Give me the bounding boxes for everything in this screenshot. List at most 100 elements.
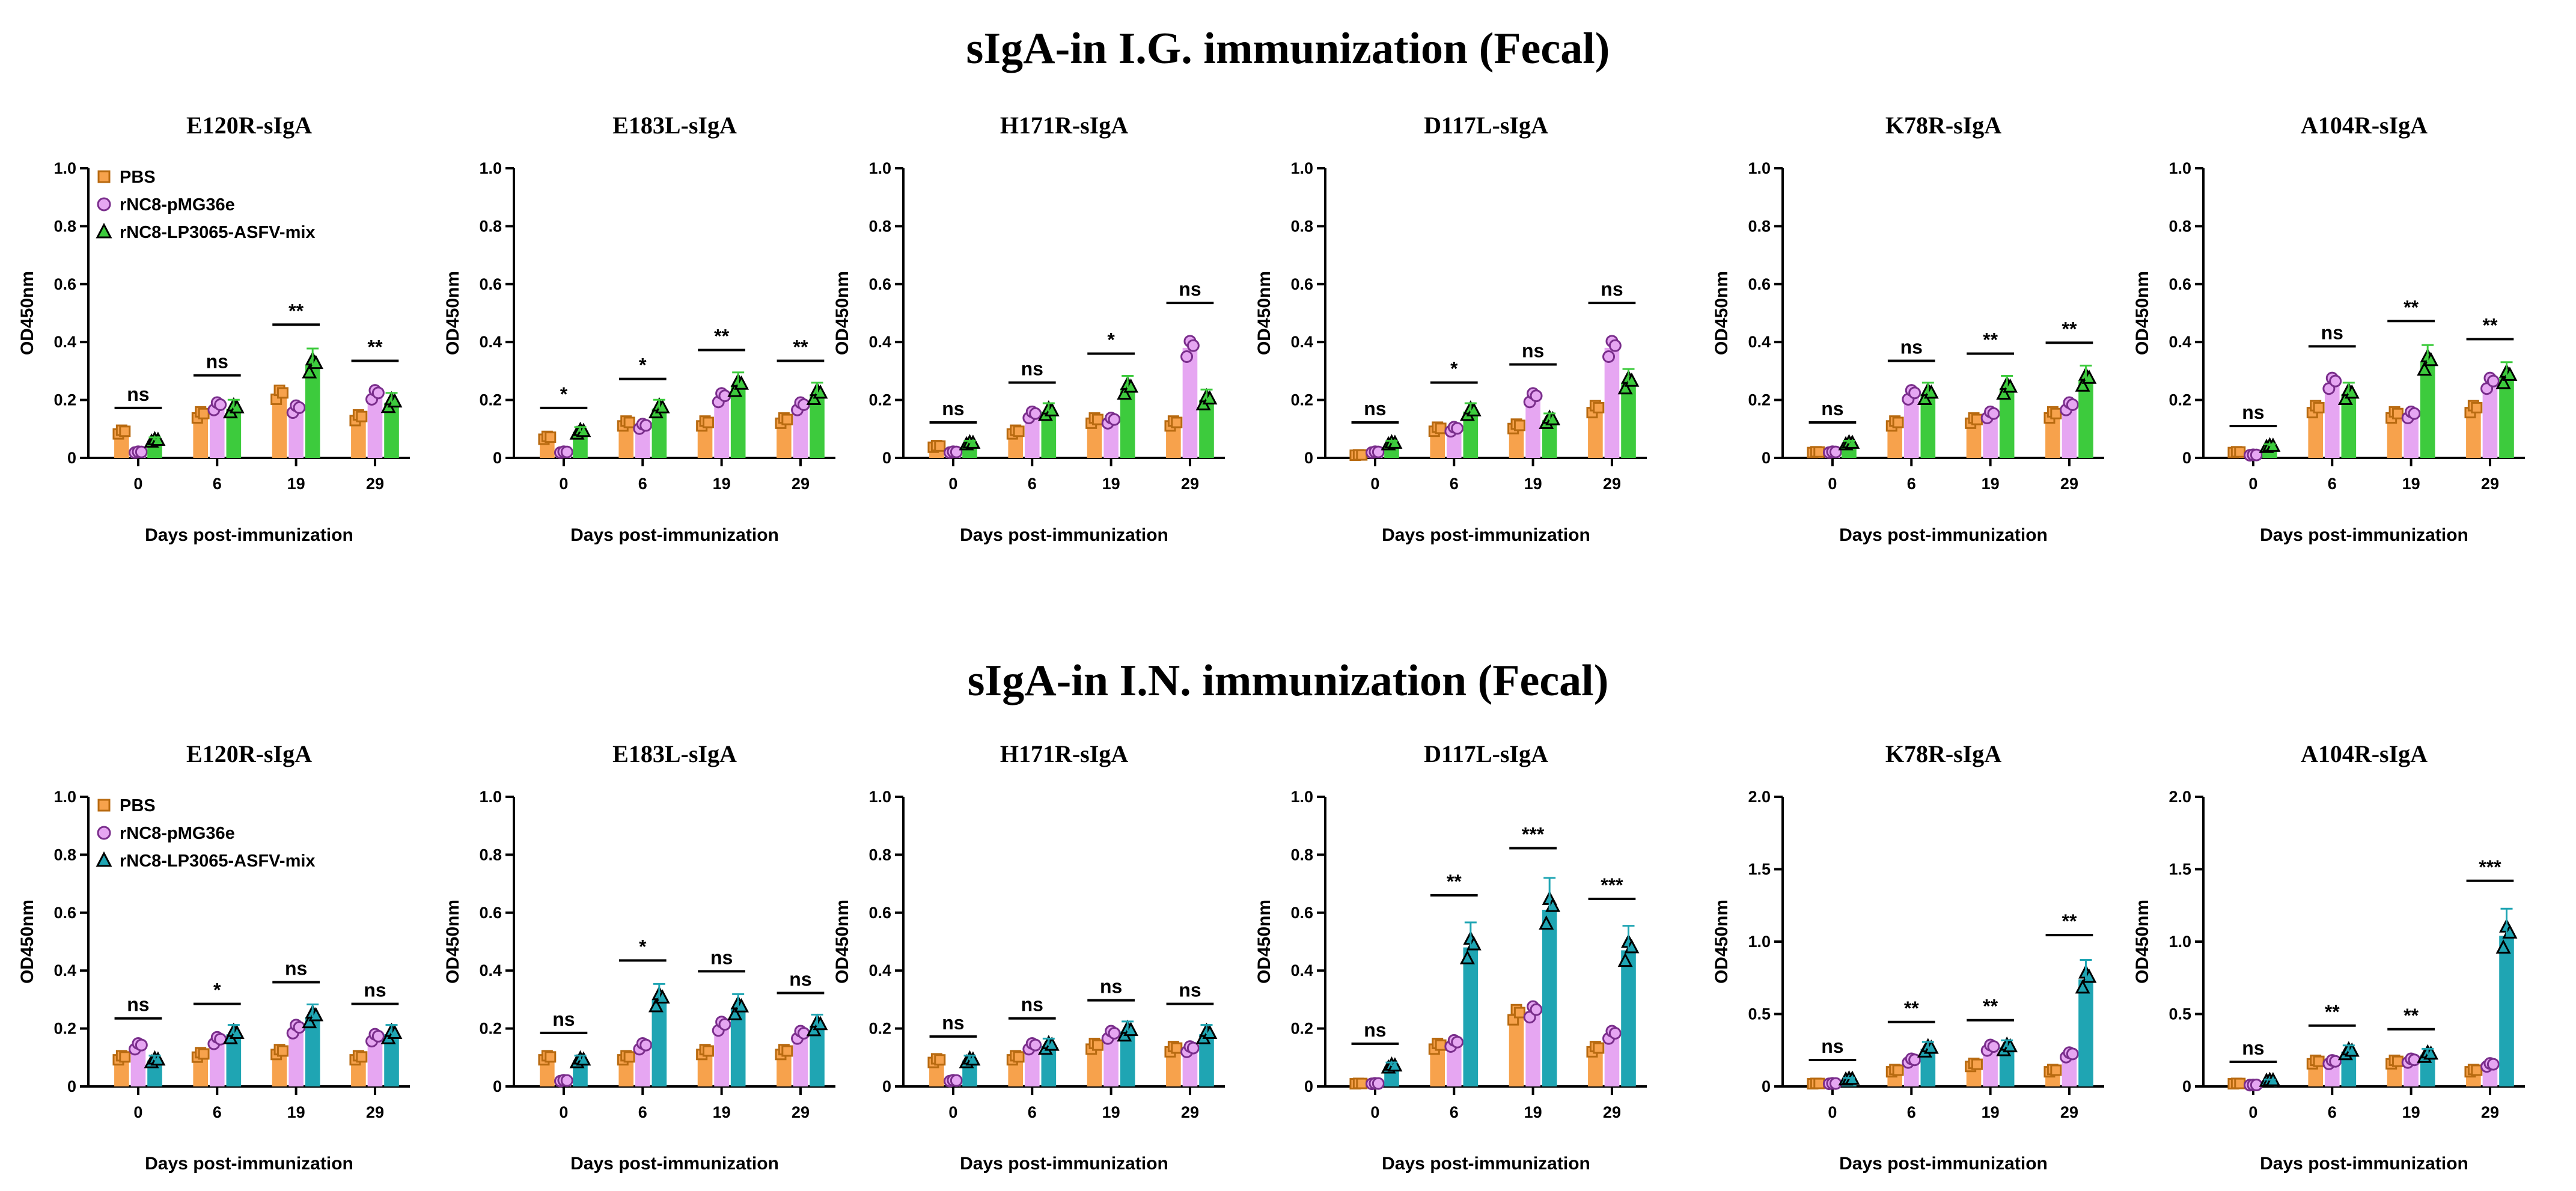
significance-label: ** [2062,910,2077,932]
chart-panel: H171R-sIgA 0 0.2 0.4 0.6 0.8 1.0 OD450nm Days po… [832,112,1225,545]
legend-label: rNC8-pMG36e [120,824,235,843]
replicate-circle [2066,398,2079,412]
y-tick-label: 1.0 [868,788,891,806]
bar [730,1008,746,1086]
replicate-circle [797,1027,810,1040]
y-tick-label: 1.0 [479,159,502,177]
y-tick-label: 0.2 [2169,391,2191,409]
bar [2078,979,2093,1086]
replicate-square [1356,449,1368,461]
y-tick-label: 2.0 [1748,788,1771,806]
replicate-square [1593,1042,1605,1054]
panel-title: E183L-sIgA [612,740,737,767]
replicate-circle [1451,1035,1464,1049]
replicate-triangle [648,998,664,1013]
y-tick-label: 0 [1762,449,1771,467]
replicate-square [2050,1064,2062,1076]
legend-label: PBS [120,796,156,815]
significance-label: ns [2321,321,2343,343]
y-tick-label: 0.6 [479,275,502,293]
y-tick-label: 0.6 [53,275,76,293]
replicate-circle [1372,445,1385,458]
x-axis-label: Days post-immunization [2260,1154,2468,1174]
x-axis-label: Days post-immunization [1382,1154,1590,1174]
y-tick-label: 2.0 [2169,788,2191,806]
significance-label: ** [1447,871,1462,892]
x-tick-label: 6 [1028,1103,1037,1121]
y-tick-label: 0.6 [1748,275,1771,293]
replicate-circle [2329,1055,2342,1068]
y-axis-label: OD450nm [17,271,37,355]
replicate-circle [1108,1027,1121,1040]
y-tick-label: 0.4 [2169,333,2191,351]
replicate-square [623,416,635,428]
y-tick-label: 1.0 [2169,933,2191,951]
significance-label: * [639,355,647,376]
replicate-square [2471,1064,2483,1076]
replicate-triangle [727,1006,743,1020]
x-tick-label: 0 [2248,475,2257,493]
y-tick-label: 0.4 [479,333,502,351]
y-tick-label: 0.2 [868,1020,891,1038]
y-tick-label: 0.6 [868,275,891,293]
legend-label: rNC8-LP3065-ASFV-mix [120,851,316,871]
replicate-square [356,1051,368,1063]
panel-title: D117L-sIgA [1424,740,1548,767]
replicate-circle [135,445,148,458]
significance-label: *** [1522,824,1545,845]
y-tick-label: 0.6 [53,904,76,922]
replicate-triangle [1617,952,1633,967]
y-tick-label: 0.2 [1290,391,1313,409]
bar [1509,1014,1524,1086]
y-tick-label: 0.8 [479,845,502,864]
y-tick-label: 0.4 [53,333,76,351]
replicate-triangle [2075,377,2090,392]
replicate-square [2313,401,2325,413]
significance-label: * [1107,329,1115,350]
x-tick-label: 29 [1181,1103,1199,1121]
replicate-circle [1608,1027,1622,1040]
y-tick-label: 0.4 [868,961,891,979]
replicate-circle [1029,1038,1042,1052]
significance-label: *** [1601,874,1623,896]
replicate-circle [2250,448,2263,461]
x-tick-label: 19 [2402,1103,2420,1121]
x-tick-label: 19 [1524,475,1542,493]
significance-label: ns [1821,1035,1843,1057]
replicate-circle [1108,413,1121,426]
x-tick-label: 19 [713,1103,731,1121]
legend-marker-circle [97,826,111,840]
bar [305,1017,320,1086]
bar [2078,379,2093,458]
significance-label: ns [364,979,386,1001]
y-axis-label: OD450nm [17,900,37,984]
y-tick-label: 0.8 [2169,217,2191,235]
significance-label: ns [789,969,811,990]
replicate-square [2391,407,2404,419]
y-tick-label: 0.2 [479,1020,502,1038]
replicate-triangle [302,1014,317,1029]
replicate-square [623,1051,635,1063]
significance-label: ** [2062,318,2077,340]
significance-label: ** [1904,998,1919,1019]
significance-label: ns [1179,278,1201,300]
chart-panel: D117L-sIgA 0 0.2 0.4 0.6 0.8 1.0 OD450nm Days po… [1254,740,1647,1174]
y-tick-label: 0 [493,1077,502,1095]
bar [1182,347,1198,458]
panel-title: K78R-sIgA [1885,112,2001,139]
y-tick-label: 0 [493,449,502,467]
x-axis-label: Days post-immunization [145,525,353,545]
significance-label: ns [127,994,149,1016]
replicate-circle [371,1029,385,1043]
replicate-circle [1186,1041,1200,1055]
x-tick-label: 29 [792,1103,810,1121]
x-tick-label: 0 [948,1103,957,1121]
replicate-square [1593,401,1605,413]
bar [1463,947,1479,1086]
panel-title: E183L-sIgA [612,112,737,139]
chart-panel: D117L-sIgA 0 0.2 0.4 0.6 0.8 1.0 OD450nm Days po… [1254,112,1647,545]
replicate-square [1091,413,1103,425]
replicate-square [1013,1051,1025,1063]
chart-panel: E183L-sIgA 0 0.2 0.4 0.6 0.8 1.0 OD450nm Days po… [443,740,835,1174]
